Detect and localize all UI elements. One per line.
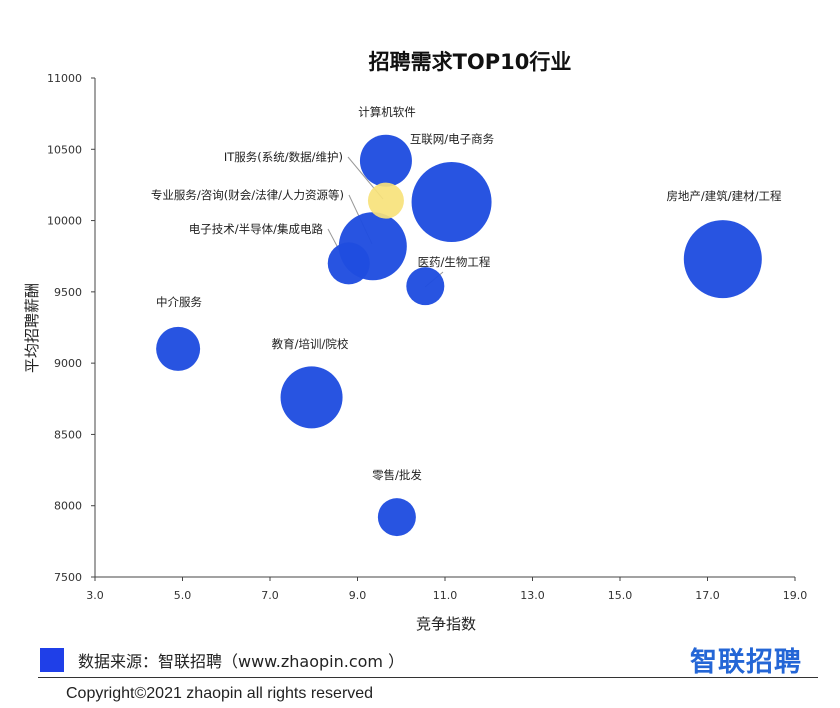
bubble — [411, 162, 492, 243]
bubble-label: 中介服务 — [156, 295, 202, 309]
footer-divider — [38, 677, 818, 678]
bubble-label: 零售/批发 — [372, 468, 422, 482]
y-tick-label: 7500 — [54, 571, 82, 584]
axes: 3.0 5.0 7.0 9.0 11.0 13.0 15.0 17.0 19.0 7500 8000… — [47, 72, 807, 602]
y-tick-label: 9500 — [54, 286, 82, 299]
bubble-label: 教育/培训/院校 — [272, 337, 349, 351]
bubble — [406, 267, 445, 306]
x-tick-label: 19.0 — [783, 589, 808, 602]
bubble-label: 医药/生物工程 — [418, 255, 491, 269]
copyright-text: Copyright©2021 zhaopin all rights reserv… — [66, 685, 374, 702]
zhaopin-logo: 智联招聘 — [690, 647, 802, 678]
x-tick-label: 13.0 — [520, 589, 545, 602]
bubble-label: 互联网/电子商务 — [410, 132, 495, 146]
y-tick-label: 11000 — [47, 72, 82, 85]
bubble-label: 专业服务/咨询(财会/法律/人力资源等) — [151, 188, 344, 202]
bubble — [280, 366, 343, 429]
bubble — [359, 134, 412, 187]
bubble — [683, 220, 762, 299]
x-tick-label: 3.0 — [86, 589, 104, 602]
x-axis-title: 竞争指数 — [416, 615, 476, 633]
x-tick-label: 17.0 — [695, 589, 720, 602]
chart-title: 招聘需求TOP10行业 — [369, 50, 572, 74]
y-axis-title: 平均招聘薪酬 — [23, 283, 41, 373]
y-tick-label: 9000 — [54, 357, 82, 370]
legend: 数据来源：智联招聘（www.zhaopin.com ） — [40, 646, 404, 674]
x-tick-label: 5.0 — [174, 589, 192, 602]
bubble — [156, 326, 201, 371]
x-tick-label: 9.0 — [349, 589, 367, 602]
bubble — [327, 242, 370, 285]
bubble-label: 电子技术/半导体/集成电路 — [189, 222, 324, 236]
x-tick-label: 15.0 — [608, 589, 633, 602]
legend-text: 数据来源：智联招聘（www.zhaopin.com ） — [78, 652, 405, 671]
y-tick-label: 8500 — [54, 428, 82, 441]
bubble — [367, 182, 404, 219]
x-tick-label: 11.0 — [433, 589, 458, 602]
legend-swatch — [40, 648, 64, 672]
bubble-label: 房地产/建筑/建材/工程 — [666, 189, 782, 203]
y-tick-label: 8000 — [54, 500, 82, 513]
x-tick-label: 7.0 — [261, 589, 279, 602]
bubble-chart: 招聘需求TOP10行业 3.0 5.0 7.0 9.0 11.0 13.0 15.0 17.0… — [23, 50, 807, 633]
y-tick-label: 10500 — [47, 143, 82, 156]
bubbles — [156, 134, 762, 537]
bubble — [377, 498, 416, 537]
y-tick-label: 10000 — [47, 215, 82, 228]
bubble-label: 计算机软件 — [358, 105, 416, 119]
bubble-label: IT服务(系统/数据/维护) — [224, 150, 343, 164]
